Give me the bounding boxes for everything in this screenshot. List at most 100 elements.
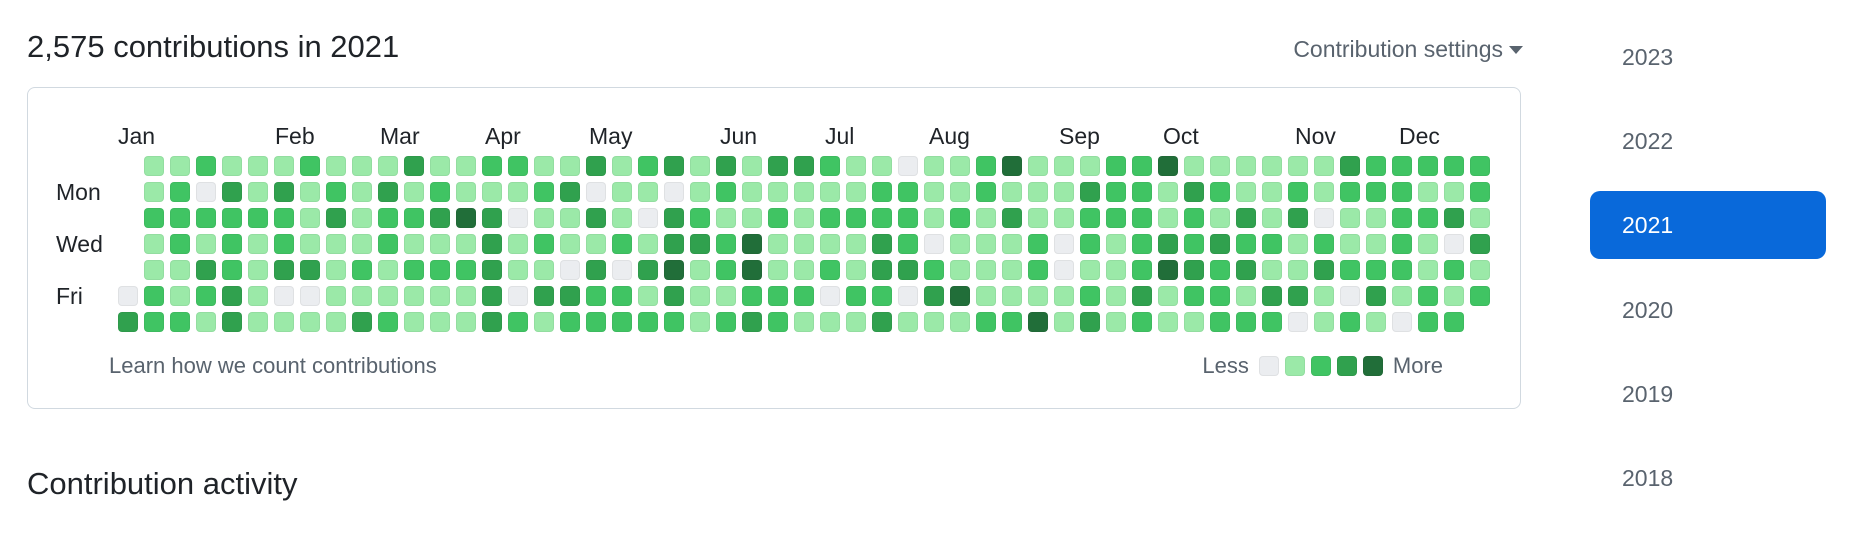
contribution-day-cell[interactable] <box>1002 312 1022 332</box>
contribution-day-cell[interactable] <box>248 234 268 254</box>
contribution-day-cell[interactable] <box>1106 260 1126 280</box>
contribution-day-cell[interactable] <box>820 234 840 254</box>
contribution-day-cell[interactable] <box>612 286 632 306</box>
year-link-2023[interactable]: 2023 <box>1622 43 1674 70</box>
contribution-day-cell[interactable] <box>1340 260 1360 280</box>
contribution-day-cell[interactable] <box>378 182 398 202</box>
contribution-day-cell[interactable] <box>976 234 996 254</box>
contribution-day-cell[interactable] <box>144 156 164 176</box>
contribution-day-cell[interactable] <box>742 156 762 176</box>
contribution-day-cell[interactable] <box>1080 260 1100 280</box>
contribution-day-cell[interactable] <box>248 286 268 306</box>
contribution-day-cell[interactable] <box>1236 312 1256 332</box>
contribution-day-cell[interactable] <box>430 208 450 228</box>
contribution-day-cell[interactable] <box>690 260 710 280</box>
contribution-day-cell[interactable] <box>118 312 138 332</box>
contribution-day-cell[interactable] <box>742 286 762 306</box>
contribution-day-cell[interactable] <box>950 208 970 228</box>
contribution-day-cell[interactable] <box>820 182 840 202</box>
contribution-day-cell[interactable] <box>1262 182 1282 202</box>
contribution-day-cell[interactable] <box>274 182 294 202</box>
contribution-day-cell[interactable] <box>508 312 528 332</box>
contribution-day-cell[interactable] <box>170 208 190 228</box>
contribution-day-cell[interactable] <box>1184 286 1204 306</box>
learn-how-we-count-link[interactable]: Learn how we count contributions <box>109 353 437 378</box>
contribution-day-cell[interactable] <box>1054 312 1074 332</box>
contribution-day-cell[interactable] <box>1470 260 1490 280</box>
contribution-day-cell[interactable] <box>1002 208 1022 228</box>
contribution-day-cell[interactable] <box>638 286 658 306</box>
contribution-day-cell[interactable] <box>846 156 866 176</box>
contribution-day-cell[interactable] <box>690 208 710 228</box>
year-link-2019[interactable]: 2019 <box>1622 380 1674 407</box>
contribution-day-cell[interactable] <box>950 156 970 176</box>
contribution-day-cell[interactable] <box>508 260 528 280</box>
contribution-day-cell[interactable] <box>1314 312 1334 332</box>
contribution-day-cell[interactable] <box>794 182 814 202</box>
contribution-day-cell[interactable] <box>170 182 190 202</box>
contribution-day-cell[interactable] <box>1054 234 1074 254</box>
contribution-day-cell[interactable] <box>716 156 736 176</box>
contribution-day-cell[interactable] <box>768 182 788 202</box>
contribution-day-cell[interactable] <box>1470 286 1490 306</box>
contribution-day-cell[interactable] <box>924 208 944 228</box>
contribution-day-cell[interactable] <box>1132 182 1152 202</box>
contribution-day-cell[interactable] <box>1054 182 1074 202</box>
contribution-day-cell[interactable] <box>274 234 294 254</box>
contribution-day-cell[interactable] <box>1418 260 1438 280</box>
contribution-day-cell[interactable] <box>1444 208 1464 228</box>
year-link-2018[interactable]: 2018 <box>1622 464 1674 491</box>
contribution-day-cell[interactable] <box>924 234 944 254</box>
contribution-day-cell[interactable] <box>560 286 580 306</box>
contribution-day-cell[interactable] <box>300 234 320 254</box>
contribution-day-cell[interactable] <box>612 208 632 228</box>
contribution-day-cell[interactable] <box>1210 260 1230 280</box>
contribution-day-cell[interactable] <box>612 234 632 254</box>
contribution-day-cell[interactable] <box>1028 312 1048 332</box>
contribution-day-cell[interactable] <box>274 156 294 176</box>
contribution-day-cell[interactable] <box>872 312 892 332</box>
contribution-day-cell[interactable] <box>664 208 684 228</box>
contribution-day-cell[interactable] <box>586 208 606 228</box>
contribution-day-cell[interactable] <box>846 260 866 280</box>
contribution-day-cell[interactable] <box>352 208 372 228</box>
contribution-day-cell[interactable] <box>1418 182 1438 202</box>
contribution-day-cell[interactable] <box>820 286 840 306</box>
contribution-day-cell[interactable] <box>1340 312 1360 332</box>
contribution-day-cell[interactable] <box>1210 182 1230 202</box>
contribution-day-cell[interactable] <box>144 234 164 254</box>
contribution-day-cell[interactable] <box>1184 208 1204 228</box>
contribution-day-cell[interactable] <box>612 312 632 332</box>
contribution-day-cell[interactable] <box>248 260 268 280</box>
contribution-day-cell[interactable] <box>1236 182 1256 202</box>
contribution-day-cell[interactable] <box>378 156 398 176</box>
contribution-day-cell[interactable] <box>820 156 840 176</box>
contribution-day-cell[interactable] <box>1184 234 1204 254</box>
contribution-day-cell[interactable] <box>1340 208 1360 228</box>
contribution-day-cell[interactable] <box>1210 286 1230 306</box>
contribution-day-cell[interactable] <box>586 260 606 280</box>
contribution-day-cell[interactable] <box>508 208 528 228</box>
contribution-day-cell[interactable] <box>872 182 892 202</box>
contribution-day-cell[interactable] <box>1444 234 1464 254</box>
year-link-2022[interactable]: 2022 <box>1622 127 1674 154</box>
contribution-day-cell[interactable] <box>378 234 398 254</box>
contribution-day-cell[interactable] <box>950 286 970 306</box>
contribution-day-cell[interactable] <box>326 156 346 176</box>
contribution-day-cell[interactable] <box>1288 234 1308 254</box>
contribution-day-cell[interactable] <box>976 286 996 306</box>
contribution-day-cell[interactable] <box>846 182 866 202</box>
contribution-day-cell[interactable] <box>534 260 554 280</box>
contribution-day-cell[interactable] <box>872 156 892 176</box>
contribution-day-cell[interactable] <box>1262 260 1282 280</box>
contribution-day-cell[interactable] <box>1314 286 1334 306</box>
contribution-day-cell[interactable] <box>1132 208 1152 228</box>
contribution-day-cell[interactable] <box>1470 182 1490 202</box>
contribution-day-cell[interactable] <box>1366 312 1386 332</box>
contribution-day-cell[interactable] <box>248 156 268 176</box>
contribution-day-cell[interactable] <box>508 234 528 254</box>
contribution-day-cell[interactable] <box>170 312 190 332</box>
contribution-day-cell[interactable] <box>1470 208 1490 228</box>
contribution-day-cell[interactable] <box>1054 286 1074 306</box>
contribution-day-cell[interactable] <box>378 312 398 332</box>
